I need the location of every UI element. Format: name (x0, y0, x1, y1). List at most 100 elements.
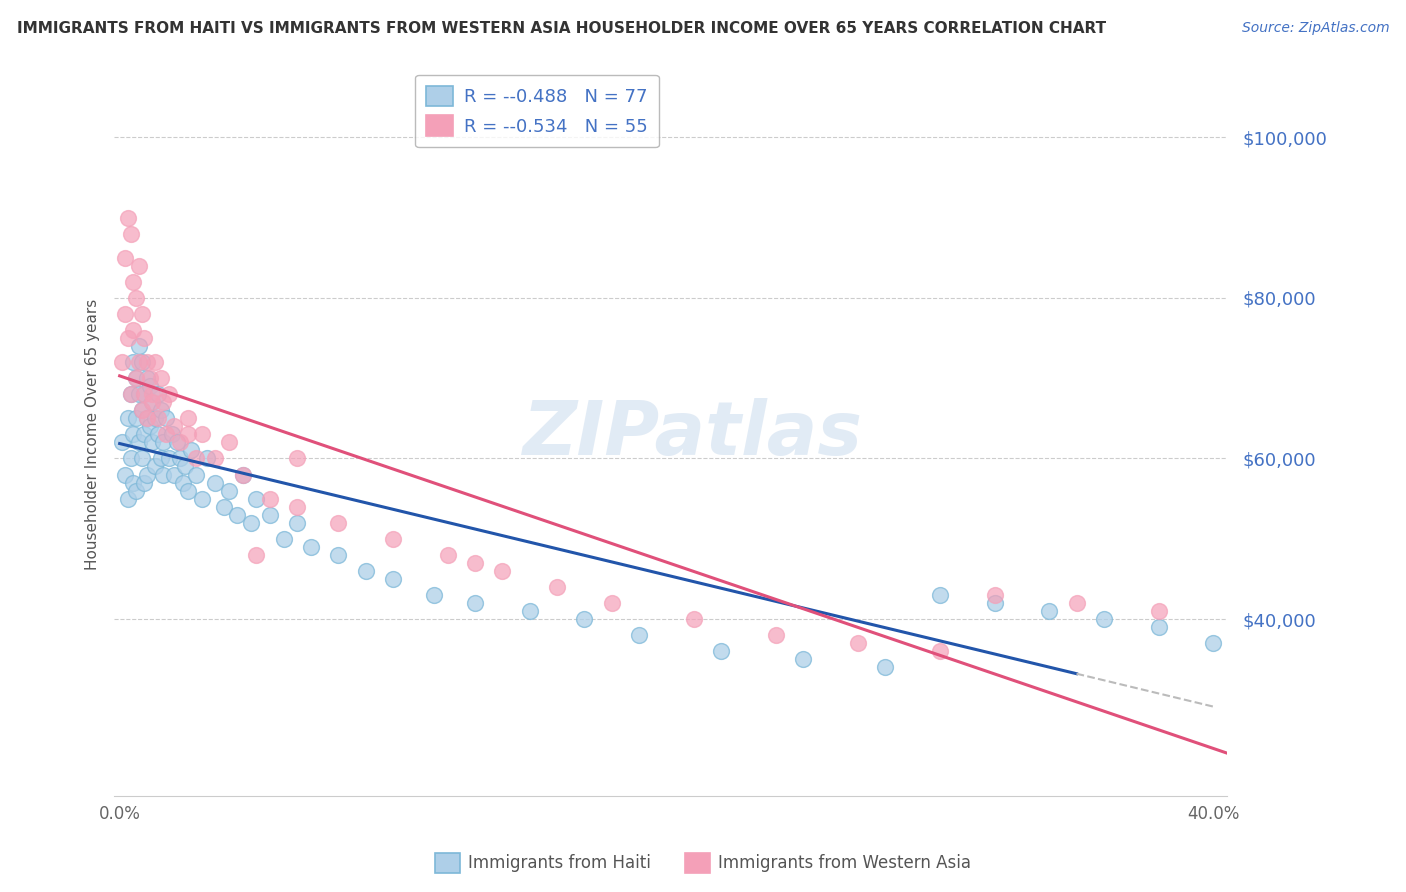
Point (136, 371, 159, 385)
Point (125, 483, 148, 498)
Point (169, 435, 191, 450)
Point (122, 475, 145, 490)
Point (122, 275, 145, 289)
Point (134, 387, 156, 401)
Point (111, 435, 134, 450)
Point (146, 411, 169, 425)
Point (136, 411, 159, 425)
Point (111, 355, 134, 369)
Point (190, 427, 212, 442)
Point (152, 467, 174, 482)
Point (152, 435, 174, 450)
Point (141, 435, 163, 450)
Point (846, 636, 869, 650)
Point (122, 355, 145, 369)
Point (259, 508, 281, 522)
Point (149, 451, 172, 466)
Point (600, 596, 623, 610)
Point (218, 483, 240, 498)
Point (285, 516, 308, 530)
Point (1202, 636, 1225, 650)
Point (141, 387, 163, 401)
Point (1038, 604, 1060, 618)
Point (328, 516, 350, 530)
Point (190, 491, 212, 506)
Point (574, 612, 596, 626)
Point (177, 483, 200, 498)
Point (436, 548, 458, 562)
Point (125, 371, 148, 385)
Point (155, 427, 177, 442)
Point (122, 427, 145, 442)
Point (226, 508, 249, 522)
Point (155, 411, 177, 425)
Point (125, 371, 148, 385)
Point (682, 612, 704, 626)
Point (163, 419, 186, 434)
Point (204, 451, 226, 466)
Point (218, 435, 240, 450)
Point (134, 475, 156, 490)
Point (382, 532, 405, 546)
Point (423, 588, 446, 602)
Point (169, 451, 191, 466)
Point (120, 387, 142, 401)
Point (1147, 604, 1170, 618)
Point (128, 387, 150, 401)
Point (128, 259, 150, 273)
Point (491, 564, 513, 578)
Point (125, 411, 148, 425)
Point (928, 588, 950, 602)
Point (143, 411, 166, 425)
Point (131, 403, 153, 417)
Point (928, 644, 950, 658)
Point (128, 339, 150, 353)
Point (117, 331, 139, 345)
Point (875, 660, 897, 674)
Point (141, 395, 163, 409)
Point (122, 323, 145, 337)
Point (114, 307, 136, 321)
Point (245, 491, 267, 506)
Point (157, 387, 180, 401)
Point (166, 435, 188, 450)
Point (117, 491, 139, 506)
Point (143, 459, 166, 474)
Point (628, 628, 651, 642)
Point (117, 411, 139, 425)
Point (131, 355, 153, 369)
Point (382, 572, 405, 586)
Point (136, 355, 159, 369)
Text: Source: ZipAtlas.com: Source: ZipAtlas.com (1241, 21, 1389, 35)
Point (138, 371, 160, 385)
Point (131, 307, 153, 321)
Point (138, 379, 160, 393)
Text: IMMIGRANTS FROM HAITI VS IMMIGRANTS FROM WESTERN ASIA HOUSEHOLDER INCOME OVER 65: IMMIGRANTS FROM HAITI VS IMMIGRANTS FROM… (17, 21, 1107, 36)
Point (149, 371, 172, 385)
Point (195, 451, 218, 466)
Point (285, 500, 308, 514)
Point (232, 467, 254, 482)
Point (146, 427, 169, 442)
Point (157, 451, 180, 466)
Point (117, 211, 139, 225)
Point (983, 588, 1005, 602)
Point (134, 427, 156, 442)
Point (180, 443, 202, 458)
Point (186, 451, 208, 466)
Point (138, 419, 160, 434)
Point (114, 467, 136, 482)
Text: ZIPatlas: ZIPatlas (523, 398, 863, 471)
Point (149, 403, 172, 417)
Point (177, 411, 200, 425)
Y-axis label: Householder Income Over 65 years: Householder Income Over 65 years (86, 299, 100, 570)
Point (519, 604, 541, 618)
Point (464, 556, 486, 570)
Point (143, 355, 166, 369)
Point (120, 387, 142, 401)
Point (131, 451, 153, 466)
Point (136, 411, 159, 425)
Point (239, 516, 262, 530)
Point (163, 467, 186, 482)
Point (128, 435, 150, 450)
